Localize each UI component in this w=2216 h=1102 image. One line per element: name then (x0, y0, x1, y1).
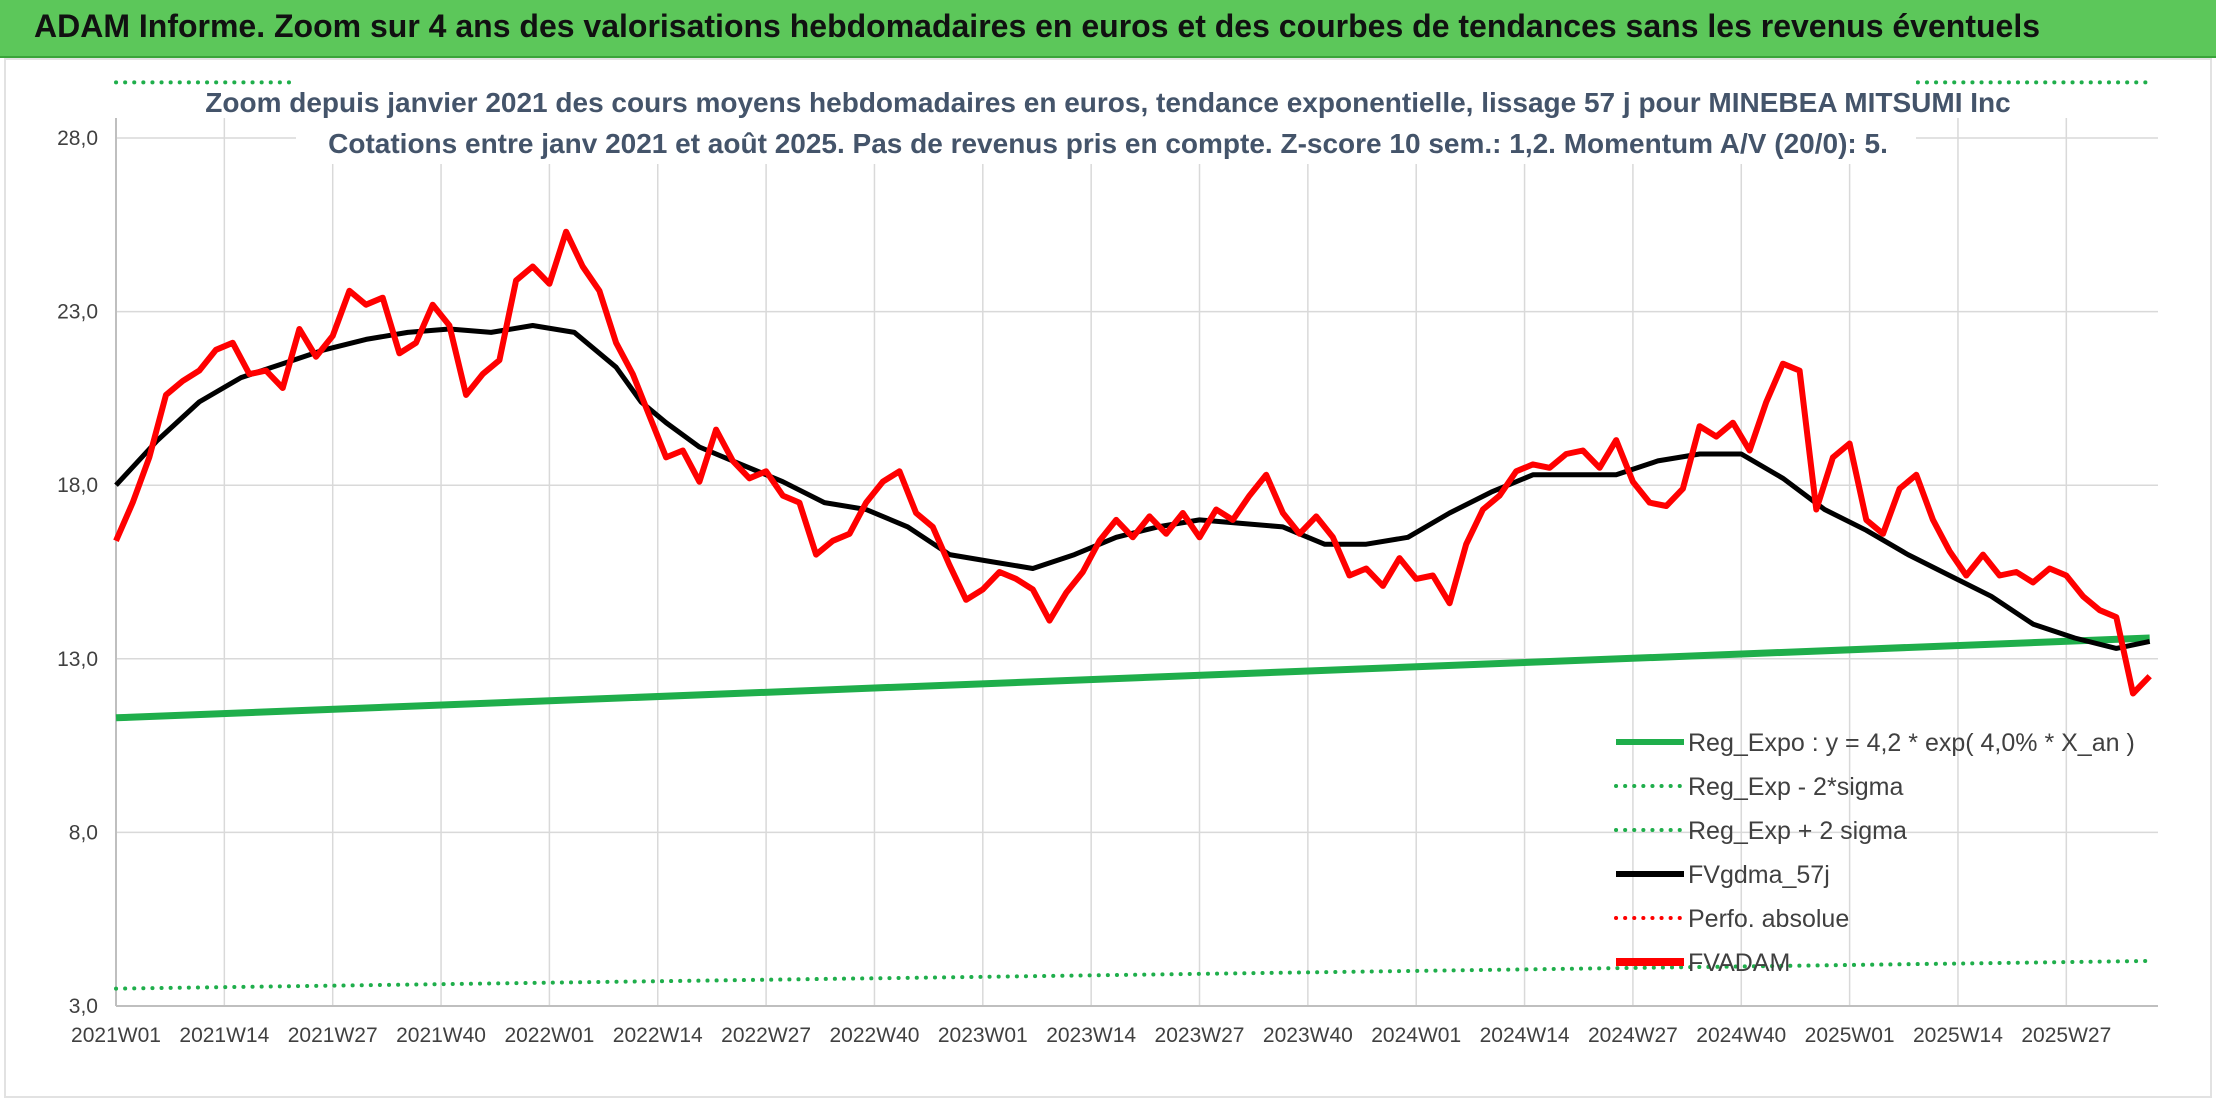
x-tick-label: 2022W40 (830, 1024, 920, 1047)
y-tick-label: 28,0 (57, 127, 98, 150)
legend-label: Reg_Expo : y = 4,2 * exp( 4,0% * X_an ) (1688, 729, 2135, 757)
report-banner: ADAM Informe. Zoom sur 4 ans des valoris… (0, 0, 2216, 58)
y-tick-label: 3,0 (69, 995, 98, 1018)
legend-label: Reg_Exp - 2*sigma (1688, 773, 1903, 801)
series-line-reg-expo-y-4-2-exp-4-0-x-an (115, 634, 2150, 722)
x-tick-label: 2021W14 (179, 1024, 269, 1047)
legend-label: FVgdma_57j (1688, 861, 1830, 889)
line-chart: Zoom depuis janvier 2021 des cours moyen… (57, 78, 2158, 1047)
legend: Reg_Expo : y = 4,2 * exp( 4,0% * X_an ) R… (1614, 729, 2135, 977)
y-tick-label: 18,0 (57, 474, 98, 497)
series-line-reg-exp-2-sigma (114, 958, 2152, 991)
x-tick-label: 2023W14 (1046, 1024, 1136, 1047)
legend-label: Reg_Exp + 2 sigma (1688, 817, 1907, 845)
x-tick-label: 2025W14 (1913, 1024, 2003, 1047)
x-tick-label: 2024W27 (1588, 1024, 1678, 1047)
y-tick-label: 8,0 (69, 821, 98, 844)
x-tick-label: 2025W27 (2021, 1024, 2111, 1047)
chart-title: Zoom depuis janvier 2021 des cours moyen… (205, 87, 2010, 118)
y-tick-label: 23,0 (57, 301, 98, 324)
chart-frame: Zoom depuis janvier 2021 des cours moyen… (4, 58, 2212, 1098)
legend-label: Perfo. absolue (1688, 905, 1849, 933)
report-title: ADAM Informe. Zoom sur 4 ans des valoris… (34, 8, 2040, 44)
series-line-fvadam (113, 228, 2152, 697)
chart-subtitle: Cotations entre janv 2021 et août 2025. … (328, 128, 1888, 159)
legend-label: FVADAM (1688, 949, 1790, 977)
x-tick-label: 2024W40 (1696, 1024, 1786, 1047)
x-tick-label: 2023W40 (1263, 1024, 1353, 1047)
x-tick-label: 2022W14 (613, 1024, 703, 1047)
x-tick-label: 2021W01 (71, 1024, 161, 1047)
x-tick-label: 2023W27 (1155, 1024, 1245, 1047)
x-tick-label: 2021W27 (288, 1024, 378, 1047)
x-tick-label: 2024W14 (1480, 1024, 1570, 1047)
x-tick-label: 2022W27 (721, 1024, 811, 1047)
x-tick-label: 2022W01 (504, 1024, 594, 1047)
y-tick-label: 13,0 (57, 648, 98, 671)
series-line-fvgdma-57j (114, 323, 2151, 651)
x-tick-label: 2021W40 (396, 1024, 486, 1047)
x-tick-label: 2023W01 (938, 1024, 1028, 1047)
x-tick-label: 2025W01 (1805, 1024, 1895, 1047)
x-tick-label: 2024W01 (1371, 1024, 1461, 1047)
